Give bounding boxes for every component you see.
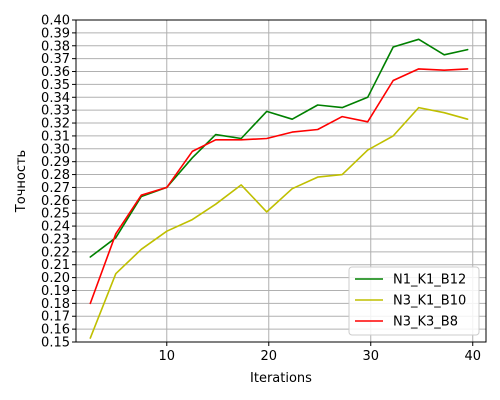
y-tick-label: 0.38 <box>41 39 70 54</box>
y-tick-label: 0.23 <box>41 232 70 247</box>
y-tick-label: 0.27 <box>41 181 70 196</box>
y-tick-label: 0.39 <box>41 26 70 41</box>
legend-label: N3_K3_B8 <box>393 315 458 330</box>
y-tick-label: 0.25 <box>41 207 70 222</box>
grid <box>76 19 486 343</box>
x-tick-label: 40 <box>464 349 481 364</box>
legend: N1_K1_B12 N3_K1_B10 N3_K3_B8 <box>348 266 480 336</box>
series-line-n3-k1-b10 <box>89 106 469 339</box>
y-tick-label: 0.26 <box>41 194 70 209</box>
y-tick-label: 0.22 <box>41 245 70 260</box>
y-tick-label: 0.32 <box>41 117 70 132</box>
x-tick-label: 10 <box>158 349 175 364</box>
y-axis-label: Точность <box>14 150 29 213</box>
y-tick-label: 0.35 <box>41 78 70 93</box>
y-tick-label: 0.30 <box>41 142 70 157</box>
y-tick-label: 0.19 <box>41 284 70 299</box>
x-axis-ticks: 10 20 30 40 <box>158 342 481 364</box>
plot-frame <box>75 19 487 343</box>
y-tick-label: 0.36 <box>41 65 70 80</box>
y-tick-label: 0.33 <box>41 104 70 119</box>
y-tick-label: 0.20 <box>41 271 70 286</box>
y-tick-label: 0.34 <box>41 91 70 106</box>
y-tick-label: 0.28 <box>41 168 70 183</box>
x-axis-label: Iterations <box>250 371 312 386</box>
y-tick-label: 0.40 <box>41 14 70 29</box>
series-line-n3-k3-b8 <box>89 68 469 305</box>
series-lines <box>89 38 469 339</box>
y-tick-label: 0.21 <box>41 258 70 273</box>
legend-box <box>348 266 480 336</box>
y-tick-label: 0.31 <box>41 129 70 144</box>
y-axis-ticks: 0.150.160.170.180.190.200.210.220.230.24… <box>41 14 76 351</box>
y-tick-label: 0.29 <box>41 155 70 170</box>
y-tick-label: 0.37 <box>41 52 70 67</box>
legend-label: N1_K1_B12 <box>393 273 466 288</box>
legend-label: N3_K1_B10 <box>393 294 466 309</box>
y-tick-label: 0.15 <box>41 336 70 351</box>
y-tick-label: 0.24 <box>41 220 70 235</box>
x-tick-label: 30 <box>362 349 379 364</box>
y-tick-label: 0.18 <box>41 297 70 312</box>
y-tick-label: 0.17 <box>41 310 70 325</box>
y-tick-label: 0.16 <box>41 323 70 338</box>
x-tick-label: 20 <box>260 349 277 364</box>
